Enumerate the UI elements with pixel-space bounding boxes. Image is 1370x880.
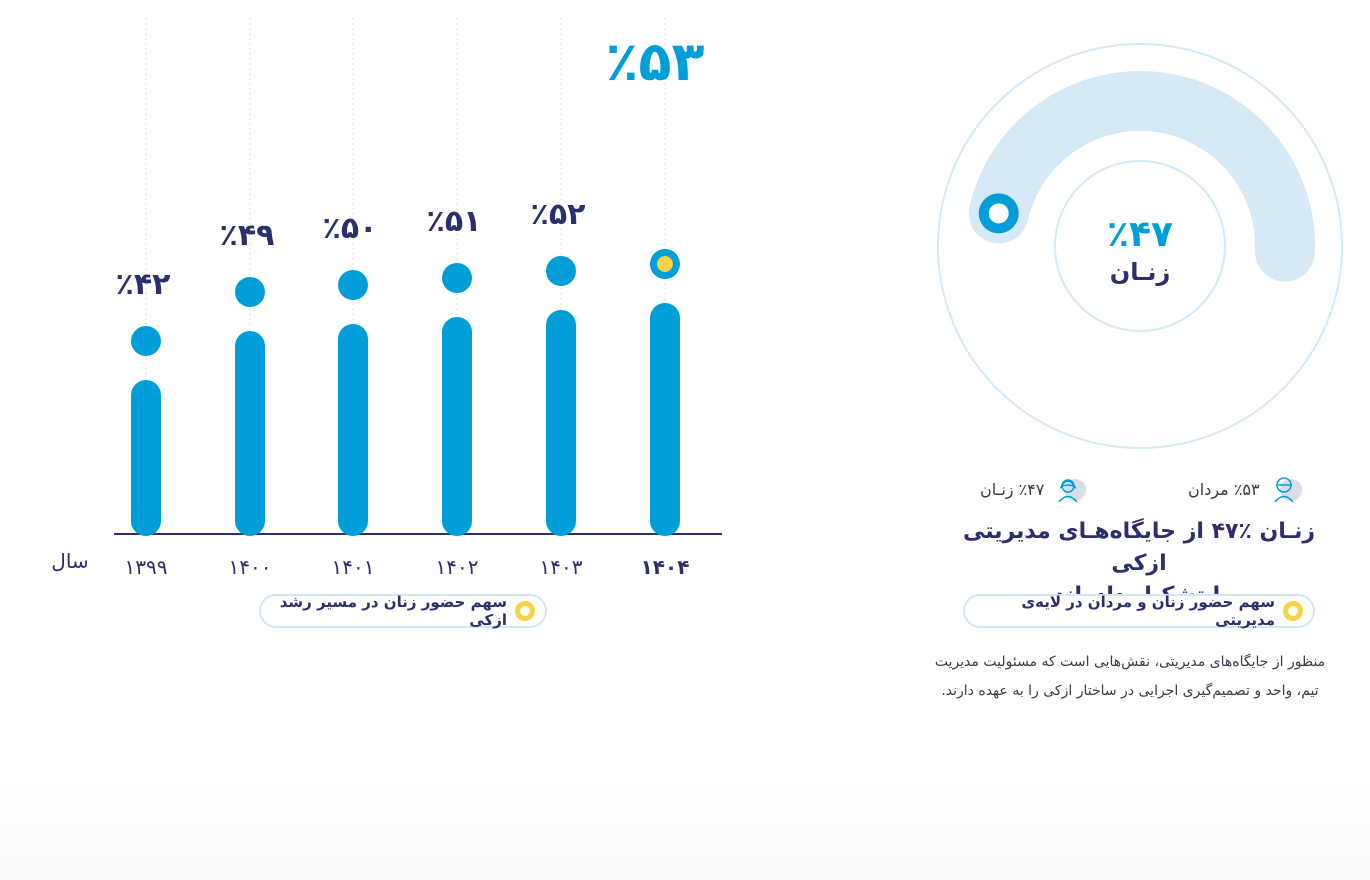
women-share-arc xyxy=(968,71,1315,282)
person-icon xyxy=(1052,475,1087,503)
x-tick-label: ۱۴۰۰ xyxy=(229,555,272,579)
data-label: ٪۴۲ xyxy=(116,267,171,302)
legend-marker xyxy=(1283,601,1303,621)
bar xyxy=(442,317,472,536)
bar xyxy=(338,324,368,536)
x-axis-label: سال xyxy=(51,549,88,573)
description-line-2: تیم، واحد و تصمیم‌گیری اجرایی در ساختار … xyxy=(941,683,1319,699)
arc-start-marker xyxy=(978,193,1019,234)
description: منظور از جایگاه‌های مدیریتی، نقش‌هایی اس… xyxy=(925,648,1335,706)
center-label: زنـان xyxy=(1110,258,1171,286)
data-label: ٪۵۱ xyxy=(427,204,482,239)
radial-chart: ٪۴۷ زنـان xyxy=(937,43,1343,449)
highlight-dot xyxy=(657,256,673,272)
inner-ring xyxy=(1054,160,1226,332)
radial-chart-legend-label: سهم حضور زنان و مردان در لایه‌ی مدیریتی xyxy=(1021,593,1275,629)
x-tick-label: ۱۴۰۲ xyxy=(436,555,479,579)
bar xyxy=(546,310,576,536)
data-label: ٪۴۹ xyxy=(220,218,275,253)
legend-men-label: ٪۵۳ مردان xyxy=(1188,479,1260,499)
bar-marker xyxy=(442,263,472,293)
x-tick-label: ۱۴۰۳ xyxy=(540,555,583,579)
data-label: ٪۵۳ xyxy=(606,30,705,93)
bar-marker xyxy=(338,270,368,300)
radial-chart-legend: سهم حضور زنان و مردان در لایه‌ی مدیریتی xyxy=(963,593,1315,629)
bar xyxy=(235,331,265,536)
legend-men: ٪۵۳ مردان xyxy=(1188,474,1302,504)
bar-chart-legend-label: سهم حضور زنان در مسیر رشد ازکی xyxy=(279,593,507,629)
x-tick-label: ۱۴۰۴ xyxy=(641,555,690,579)
description-line-1: منظور از جایگاه‌های مدیریتی، نقش‌هایی اس… xyxy=(934,654,1326,670)
bar-chart: ٪۴۲ ۱۳۹۹ ٪۴۹ ۱۴۰۰ ٪۵۰ ۱۴۰۱ ٪۵۱ ۱۴۰۲ ٪۵۲ ۱۴۰۳ ٪۵۳ ۱۴… xyxy=(51,18,722,579)
center-value: ٪۴۷ xyxy=(1107,214,1173,255)
x-tick-label: ۱۳۹۹ xyxy=(125,555,168,579)
right-heading-line-1: زنـان ٪۴۷ از جایگاه‌هـای مدیریتی ازکی xyxy=(962,519,1315,576)
outer-ring xyxy=(937,43,1343,449)
legend-women: ٪۴۷ زنـان xyxy=(980,474,1087,504)
x-tick-label: ۱۴۰۱ xyxy=(332,555,375,579)
data-label: ٪۵۲ xyxy=(531,197,586,232)
bar-chart-legend: سهم حضور زنان در مسیر رشد ازکی xyxy=(259,593,547,629)
data-label: ٪۵۰ xyxy=(323,211,378,246)
bar-marker xyxy=(546,256,576,286)
bar-marker xyxy=(235,277,265,307)
person-icon xyxy=(1268,475,1302,503)
bar xyxy=(650,303,680,536)
legend-women-label: ٪۴۷ زنـان xyxy=(980,479,1045,499)
bar xyxy=(131,380,161,536)
bar-marker xyxy=(131,326,161,356)
legend-marker xyxy=(515,601,535,621)
